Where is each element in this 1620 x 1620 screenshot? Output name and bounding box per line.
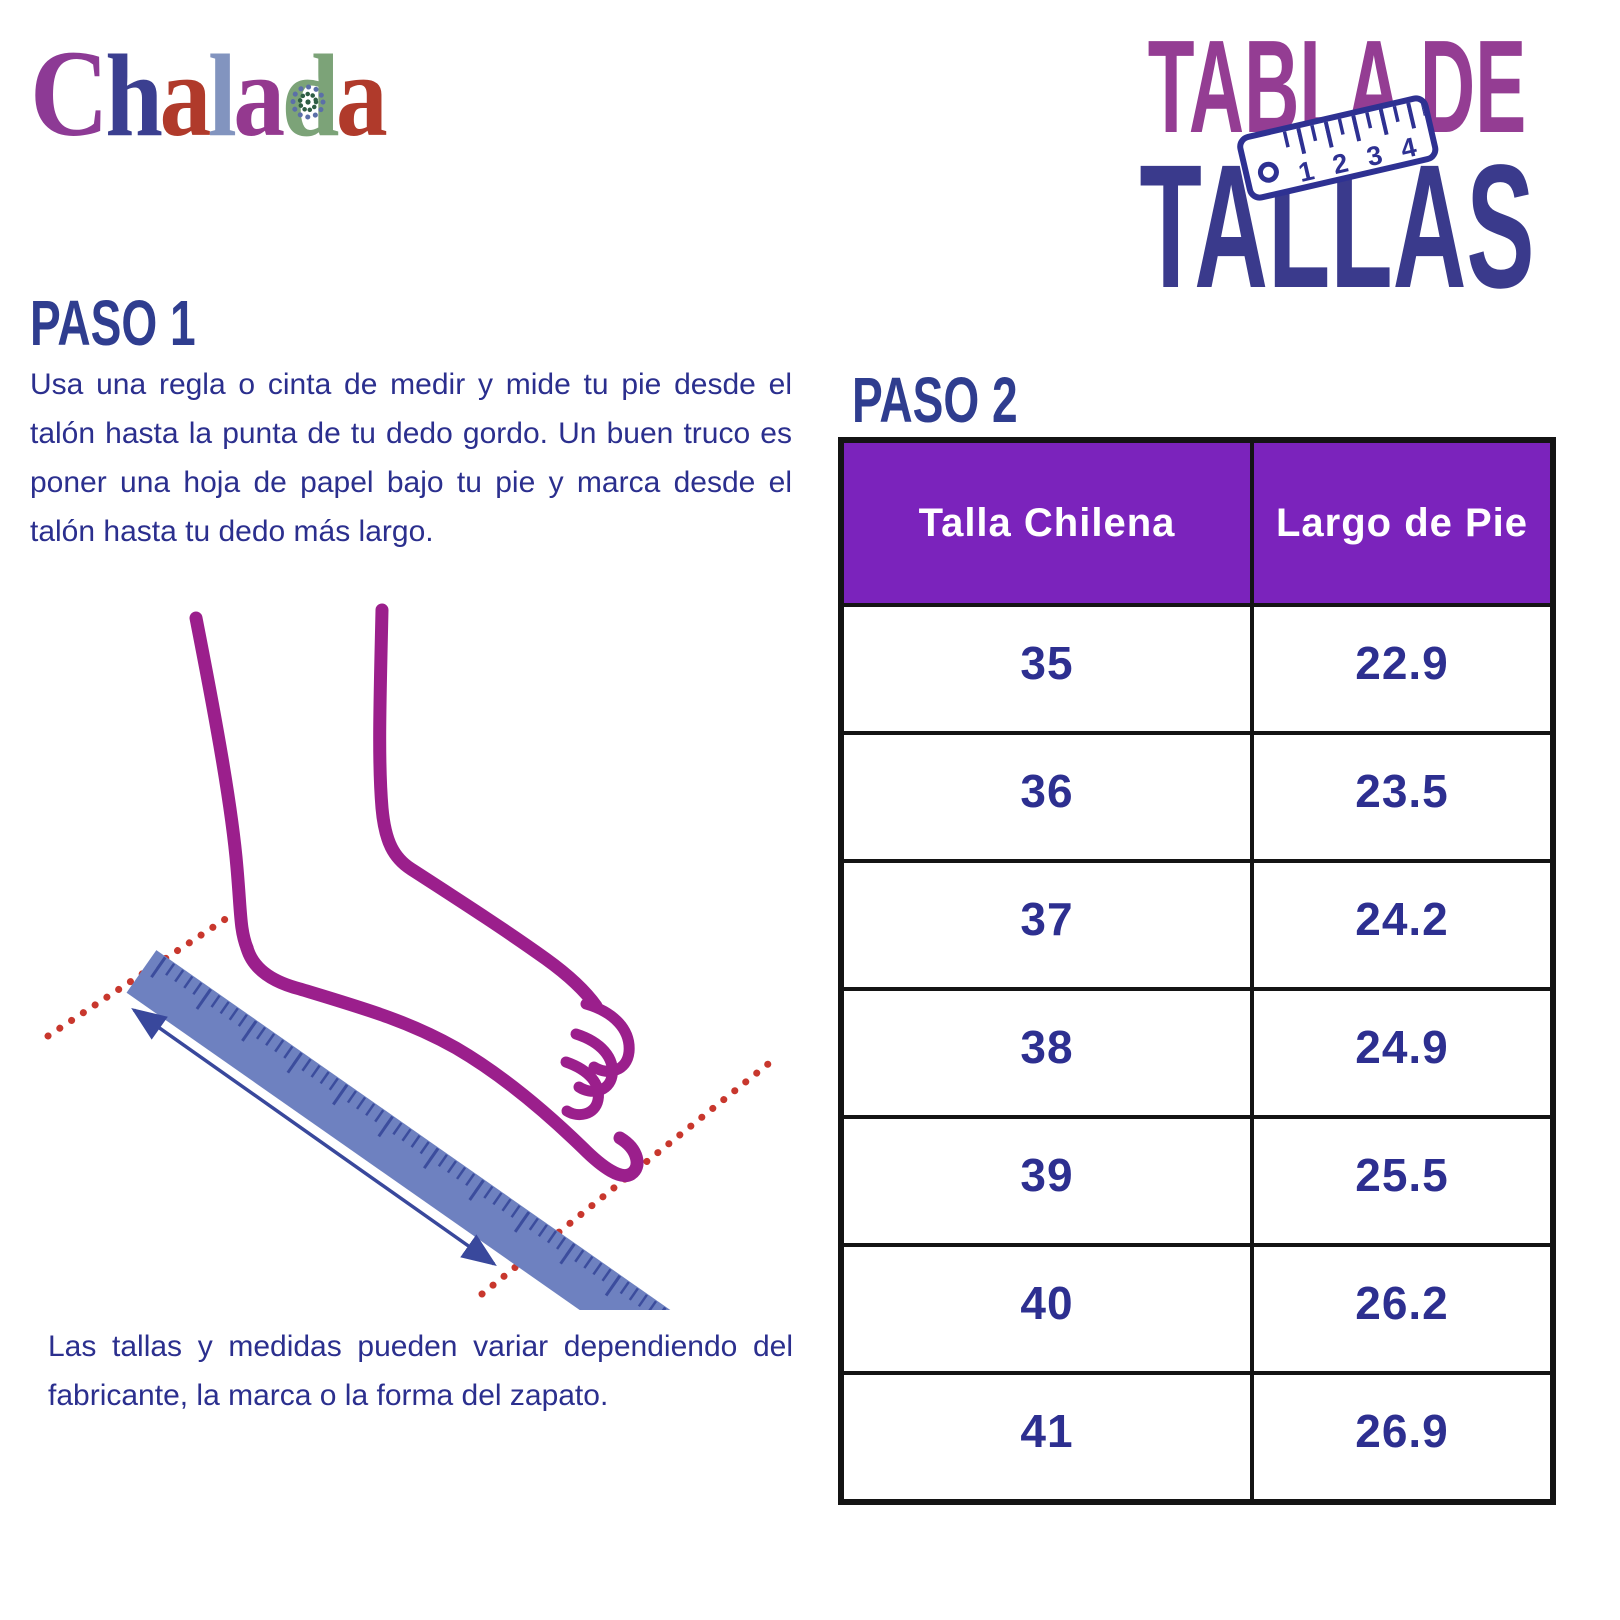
step1-heading: PASO 1 [30, 287, 196, 359]
talla-cell: 38 [839, 987, 1254, 1119]
logo-letter: a [335, 30, 388, 161]
logo-letter: a [233, 30, 285, 161]
logo-letter: C [30, 25, 109, 162]
ruler-number: 1 [1296, 155, 1317, 188]
disclaimer-text: Las tallas y medidas pueden variar depen… [48, 1330, 793, 1412]
talla-cell: 37 [839, 859, 1254, 991]
largo-cell: 24.9 [1250, 987, 1555, 1119]
talla-cell: 40 [839, 1243, 1254, 1375]
table-row: 41 26.9 [839, 1371, 1555, 1504]
foot-outline [189, 603, 644, 1182]
table-row: 35 22.9 [839, 603, 1555, 735]
talla-cell: 35 [839, 603, 1254, 735]
heel-guide-dotted-line [44, 912, 234, 1040]
largo-cell: 26.9 [1250, 1371, 1555, 1504]
size-table-header-row: Talla Chilena Largo de Pie [839, 438, 1555, 607]
largo-cell: 22.9 [1250, 603, 1555, 735]
ruler-number: 4 [1398, 132, 1419, 165]
step2-heading: PASO 2 [852, 364, 1018, 436]
size-table: Talla Chilena Largo de Pie 35 22.9 36 23… [838, 437, 1556, 1505]
largo-cell: 24.2 [1250, 859, 1555, 991]
largo-cell: 25.5 [1250, 1115, 1555, 1247]
ruler-number: 3 [1364, 140, 1385, 173]
size-table-header-talla-chilena: Talla Chilena [839, 438, 1254, 607]
foot-measurement-illustration [44, 603, 782, 1310]
step1-instructions: Usa una regla o cinta de medir y mide tu… [30, 368, 792, 548]
largo-cell: 23.5 [1250, 731, 1555, 863]
logo-letter: l [207, 30, 237, 161]
talla-cell: 36 [839, 731, 1254, 863]
table-row: 37 24.2 [839, 859, 1555, 991]
size-table-header-largo-de-pie: Largo de Pie [1250, 438, 1555, 607]
logo-letter: a [159, 30, 212, 161]
table-row: 40 26.2 [839, 1243, 1555, 1375]
table-row: 36 23.5 [839, 731, 1555, 863]
ruler-graphic [126, 950, 699, 1310]
table-row: 39 25.5 [839, 1115, 1555, 1247]
table-row: 38 24.9 [839, 987, 1555, 1119]
talla-cell: 41 [839, 1371, 1254, 1504]
talla-cell: 39 [839, 1115, 1254, 1247]
logo-letter: h [105, 30, 163, 161]
ruler-icon: 1 2 3 4 [1237, 95, 1439, 201]
ruler-number: 2 [1330, 148, 1351, 181]
measurement-arrow [131, 1007, 497, 1267]
logo-flower-icon [290, 84, 326, 120]
brand-logo: Chalada [30, 32, 388, 156]
largo-cell: 26.2 [1250, 1243, 1555, 1375]
